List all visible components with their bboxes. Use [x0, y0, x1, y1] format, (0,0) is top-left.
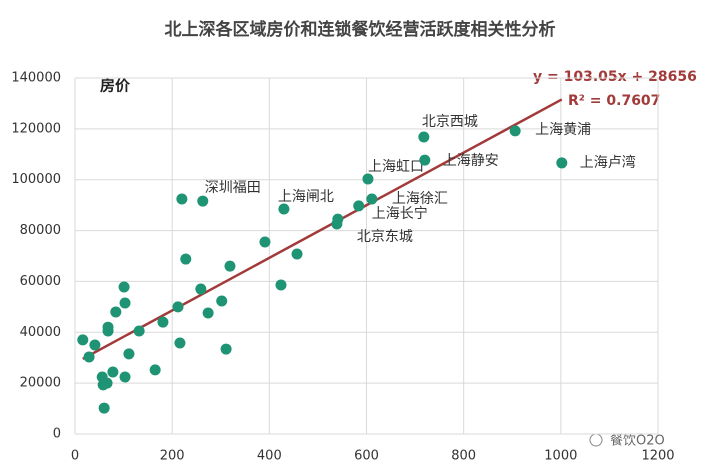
y-tick-label: 0: [53, 427, 61, 442]
point: [101, 377, 113, 389]
point: [149, 364, 161, 376]
point: [98, 402, 110, 414]
point-label: 上海徐汇: [392, 191, 448, 207]
y-tick-label: 40000: [20, 325, 61, 340]
point: [176, 193, 188, 205]
point: [366, 193, 378, 205]
point: [118, 281, 130, 293]
point-label: 上海卢湾: [580, 154, 636, 171]
point: [119, 297, 131, 309]
x-tick-label: 200: [160, 449, 185, 464]
point: [278, 203, 290, 215]
point: [291, 248, 303, 260]
x-tick-label: 0: [71, 449, 79, 464]
watermark: 餐饮O2O: [610, 433, 665, 449]
point: [157, 316, 169, 328]
point: [83, 351, 95, 363]
point: [259, 236, 271, 248]
y-tick-label: 120000: [11, 121, 61, 136]
point: [418, 131, 430, 143]
point: [119, 371, 131, 383]
x-tick-label: 1000: [544, 449, 577, 464]
y-tick-label: 140000: [11, 71, 61, 86]
point: [123, 348, 135, 360]
point-label: 上海黄浦: [535, 121, 591, 138]
point-label: 北京西城: [422, 114, 478, 130]
point: [556, 157, 568, 169]
point: [172, 301, 184, 313]
point: [275, 279, 287, 291]
point: [77, 334, 89, 346]
point-label: 北京东城: [357, 229, 413, 245]
point: [89, 339, 101, 351]
y-tick-label: 80000: [20, 223, 61, 238]
point-label: 上海闸北: [278, 189, 334, 205]
y-axis-label: 房价: [100, 77, 131, 95]
point: [216, 295, 228, 307]
x-tick-label: 400: [257, 449, 282, 464]
point: [332, 213, 344, 225]
point: [224, 260, 236, 272]
point-label: 上海长宁: [372, 205, 428, 222]
y-tick-label: 100000: [11, 172, 61, 187]
watermark-icon: [589, 433, 603, 447]
x-tick-label: 800: [451, 449, 476, 464]
point: [174, 337, 186, 349]
point-label: 深圳福田: [205, 180, 261, 196]
point: [509, 125, 521, 137]
point: [197, 195, 209, 207]
r-squared: R² = 0.7607: [568, 93, 660, 109]
point: [202, 307, 214, 319]
point: [220, 343, 232, 355]
point: [107, 366, 119, 378]
point-label: 上海虹口: [368, 159, 424, 175]
y-tick-label: 20000: [20, 376, 61, 391]
point: [133, 325, 145, 337]
point: [102, 321, 114, 333]
y-tick-label: 60000: [20, 274, 61, 289]
equation: y = 103.05x + 28656: [533, 69, 697, 85]
point-label: 上海静安: [443, 153, 499, 169]
chart-title: 北上深各区域房价和连锁餐饮经营活跃度相关性分析: [165, 19, 556, 40]
point: [110, 306, 122, 318]
x-tick-label: 600: [354, 449, 379, 464]
trendline: [82, 98, 563, 360]
point: [195, 283, 207, 295]
point: [362, 173, 374, 185]
point: [419, 154, 431, 166]
point: [353, 200, 365, 212]
x-tick-label: 1200: [641, 449, 674, 464]
point: [180, 253, 192, 265]
